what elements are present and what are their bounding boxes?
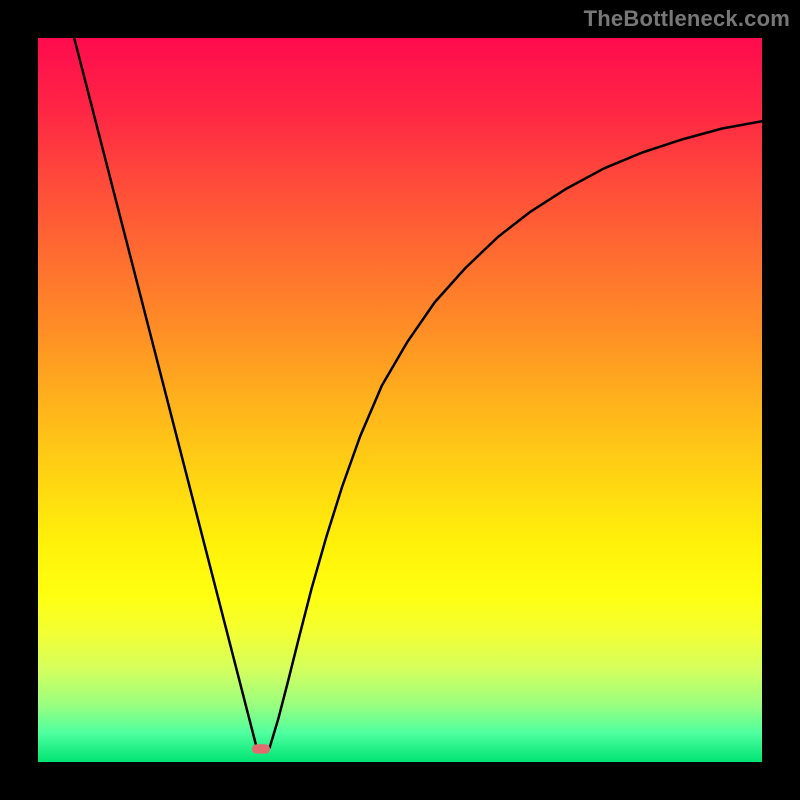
watermark-text: TheBottleneck.com: [584, 6, 790, 32]
plot-svg: [38, 38, 762, 762]
marker-group: [252, 744, 270, 753]
minimum-marker: [252, 744, 270, 753]
chart-frame: TheBottleneck.com: [0, 0, 800, 800]
background-gradient: [38, 38, 762, 762]
plot-area: [38, 38, 762, 762]
